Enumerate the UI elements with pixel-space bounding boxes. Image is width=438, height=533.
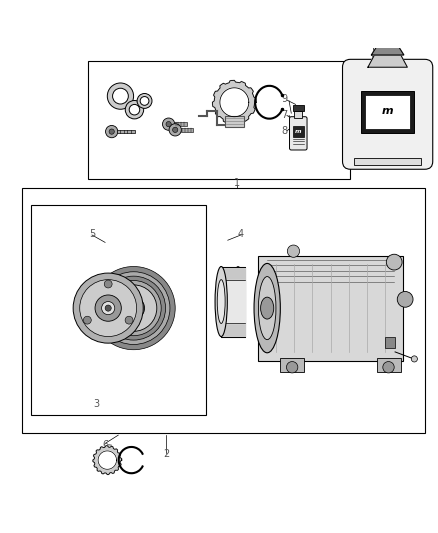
Bar — [225, 116, 244, 127]
Circle shape — [104, 280, 112, 288]
Polygon shape — [221, 280, 245, 324]
Text: 10: 10 — [364, 62, 376, 72]
Ellipse shape — [258, 277, 276, 340]
Bar — [385, 336, 395, 348]
Circle shape — [125, 316, 133, 324]
Circle shape — [137, 93, 152, 108]
Text: 1: 1 — [233, 178, 240, 188]
Circle shape — [129, 104, 140, 115]
Bar — [88, 61, 350, 179]
Polygon shape — [220, 88, 249, 117]
Circle shape — [107, 83, 134, 109]
Ellipse shape — [217, 280, 225, 324]
Circle shape — [383, 361, 394, 373]
Bar — [31, 205, 206, 415]
Circle shape — [128, 303, 139, 313]
Circle shape — [125, 101, 144, 119]
FancyBboxPatch shape — [343, 59, 433, 169]
Text: 9: 9 — [282, 94, 288, 104]
Bar — [365, 95, 410, 130]
Circle shape — [411, 356, 417, 362]
Circle shape — [109, 129, 114, 134]
Bar — [354, 158, 421, 165]
FancyBboxPatch shape — [290, 117, 307, 150]
Circle shape — [95, 295, 121, 321]
Circle shape — [80, 280, 137, 336]
Circle shape — [102, 276, 166, 340]
Circle shape — [110, 285, 157, 332]
Text: 4: 4 — [238, 229, 244, 239]
Polygon shape — [93, 446, 122, 474]
Circle shape — [140, 96, 149, 106]
Bar — [293, 106, 304, 111]
Text: m: m — [295, 129, 301, 134]
Bar — [117, 130, 135, 133]
Bar — [181, 128, 193, 132]
Circle shape — [106, 125, 118, 138]
Circle shape — [102, 302, 115, 314]
Polygon shape — [212, 80, 256, 124]
Ellipse shape — [231, 266, 244, 336]
Text: 2: 2 — [163, 449, 170, 458]
Bar — [377, 359, 401, 372]
Bar — [361, 91, 414, 133]
Text: 3: 3 — [93, 399, 99, 409]
Circle shape — [173, 127, 178, 133]
Circle shape — [162, 118, 175, 130]
Circle shape — [106, 280, 161, 336]
Circle shape — [105, 305, 111, 311]
Circle shape — [113, 88, 128, 104]
Circle shape — [92, 266, 175, 350]
Circle shape — [83, 316, 91, 324]
Polygon shape — [371, 45, 404, 55]
Circle shape — [397, 292, 413, 307]
Polygon shape — [368, 55, 407, 67]
Circle shape — [286, 361, 298, 373]
Circle shape — [73, 273, 143, 343]
Bar — [22, 188, 425, 433]
Ellipse shape — [215, 266, 227, 336]
Circle shape — [123, 297, 145, 319]
Text: 6: 6 — [102, 440, 108, 450]
Circle shape — [166, 122, 171, 127]
Bar — [174, 123, 187, 126]
Ellipse shape — [261, 297, 274, 319]
Bar — [258, 255, 403, 361]
Text: 7: 7 — [282, 110, 288, 120]
Circle shape — [169, 124, 181, 136]
Text: m: m — [382, 106, 393, 116]
Bar — [280, 359, 304, 372]
Ellipse shape — [254, 263, 280, 353]
Circle shape — [97, 272, 170, 344]
Circle shape — [386, 254, 402, 270]
Bar — [294, 110, 302, 118]
Polygon shape — [221, 266, 245, 336]
Text: 5: 5 — [89, 229, 95, 239]
Text: 8: 8 — [282, 126, 288, 136]
Bar — [293, 126, 304, 138]
Polygon shape — [98, 451, 117, 469]
Text: 11: 11 — [379, 62, 392, 72]
Circle shape — [287, 245, 300, 257]
